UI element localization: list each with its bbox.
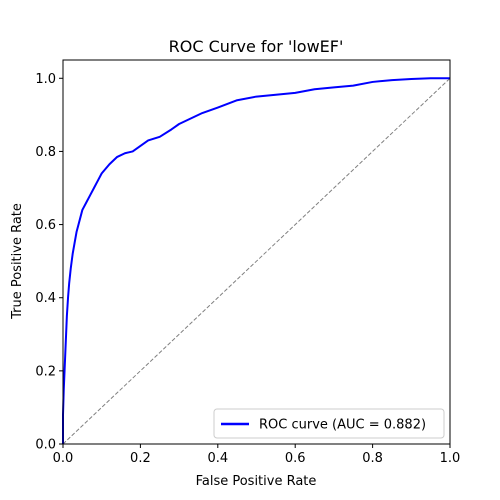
plot-area [62,77,451,445]
chance-line [62,77,451,445]
x-tick-label: 0.2 [130,451,151,466]
chart-title: ROC Curve for 'lowEF' [169,37,344,56]
x-tick-label: 0.6 [285,451,306,466]
plot-frame [62,59,451,445]
y-tick-label: 0.4 [35,291,56,306]
legend-label: ROC curve (AUC = 0.882) [259,418,426,433]
y-axis-ticks: 0.0 0.2 0.4 0.6 0.8 1.0 [35,72,63,453]
legend-box [213,408,445,439]
y-tick-label: 0.6 [35,218,56,233]
roc-curve-line [62,77,450,444]
y-tick-label: 0.8 [35,145,56,160]
x-tick-label: 0.0 [53,451,74,466]
x-axis-label: False Positive Rate [196,474,317,489]
x-tick-label: 0.4 [207,451,228,466]
y-axis-label: True Positive Rate [10,203,25,320]
y-tick-label: 0.2 [35,364,56,379]
x-tick-label: 0.8 [362,451,383,466]
x-tick-label: 1.0 [440,451,461,466]
y-tick-label: 0.0 [35,438,56,453]
x-axis-ticks: 0.0 0.2 0.4 0.6 0.8 1.0 [53,444,461,466]
legend: ROC curve (AUC = 0.882) [213,408,445,439]
y-tick-label: 1.0 [35,72,56,87]
